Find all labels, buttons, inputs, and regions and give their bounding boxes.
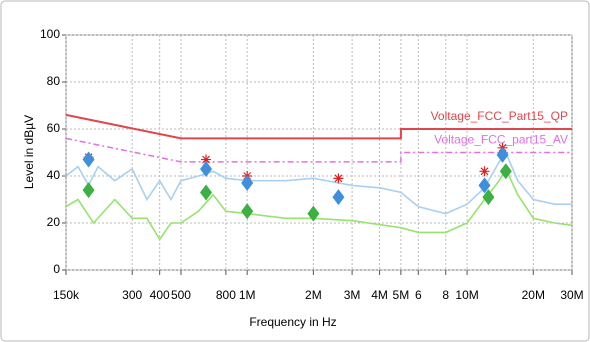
x-tick-label: 800: [216, 288, 236, 302]
x-tick-label: 4M: [371, 288, 388, 302]
y-tick-label: 40: [47, 168, 61, 182]
x-tick-label: 300: [122, 288, 142, 302]
x-tick-label: 500: [171, 288, 191, 302]
diamond-marker: [241, 203, 254, 220]
peak-star: [333, 173, 344, 184]
diamond-marker: [307, 205, 320, 222]
x-tick-label: 5M: [393, 288, 410, 302]
limit-label: Voltage_FCC_part15_AV: [434, 133, 568, 147]
y-tick-label: 100: [40, 27, 60, 41]
diamond-marker: [200, 160, 213, 177]
y-tick-label: 0: [53, 262, 60, 276]
diamond-marker: [499, 163, 512, 180]
x-tick-label: 150k: [53, 288, 80, 302]
x-tick-label: 2M: [305, 288, 322, 302]
limit-label: Voltage_FCC_Part15_QP: [431, 109, 568, 123]
x-tick-label: 1M: [239, 288, 256, 302]
y-axis-title: Level in dBµV: [22, 115, 36, 189]
diamond-marker: [496, 146, 509, 163]
x-tick-label: 400: [150, 288, 170, 302]
diamond-marker: [332, 189, 345, 206]
diamond-marker: [82, 151, 95, 168]
x-tick-label: 20M: [522, 288, 545, 302]
plot-area: [65, 34, 573, 271]
diamond-marker: [200, 184, 213, 201]
peak-star: [479, 166, 490, 177]
x-axis-title: Frequency in Hz: [249, 315, 336, 329]
y-tick-label: 60: [47, 121, 61, 135]
x-tick-label: 6: [415, 288, 422, 302]
trace: [65, 113, 572, 140]
x-tick-label: 3M: [344, 288, 361, 302]
diamond-marker: [82, 182, 95, 199]
trace: [65, 137, 572, 163]
diamond-marker: [478, 177, 491, 194]
diamond-marker: [241, 175, 254, 192]
x-tick-label: 30M: [560, 288, 583, 302]
y-tick-label: 20: [47, 215, 61, 229]
x-tick-label: 8: [442, 288, 449, 302]
y-tick-label: 80: [47, 74, 61, 88]
diamond-marker: [482, 189, 495, 206]
peak-star: [201, 154, 212, 165]
x-tick-label: 10M: [455, 288, 478, 302]
